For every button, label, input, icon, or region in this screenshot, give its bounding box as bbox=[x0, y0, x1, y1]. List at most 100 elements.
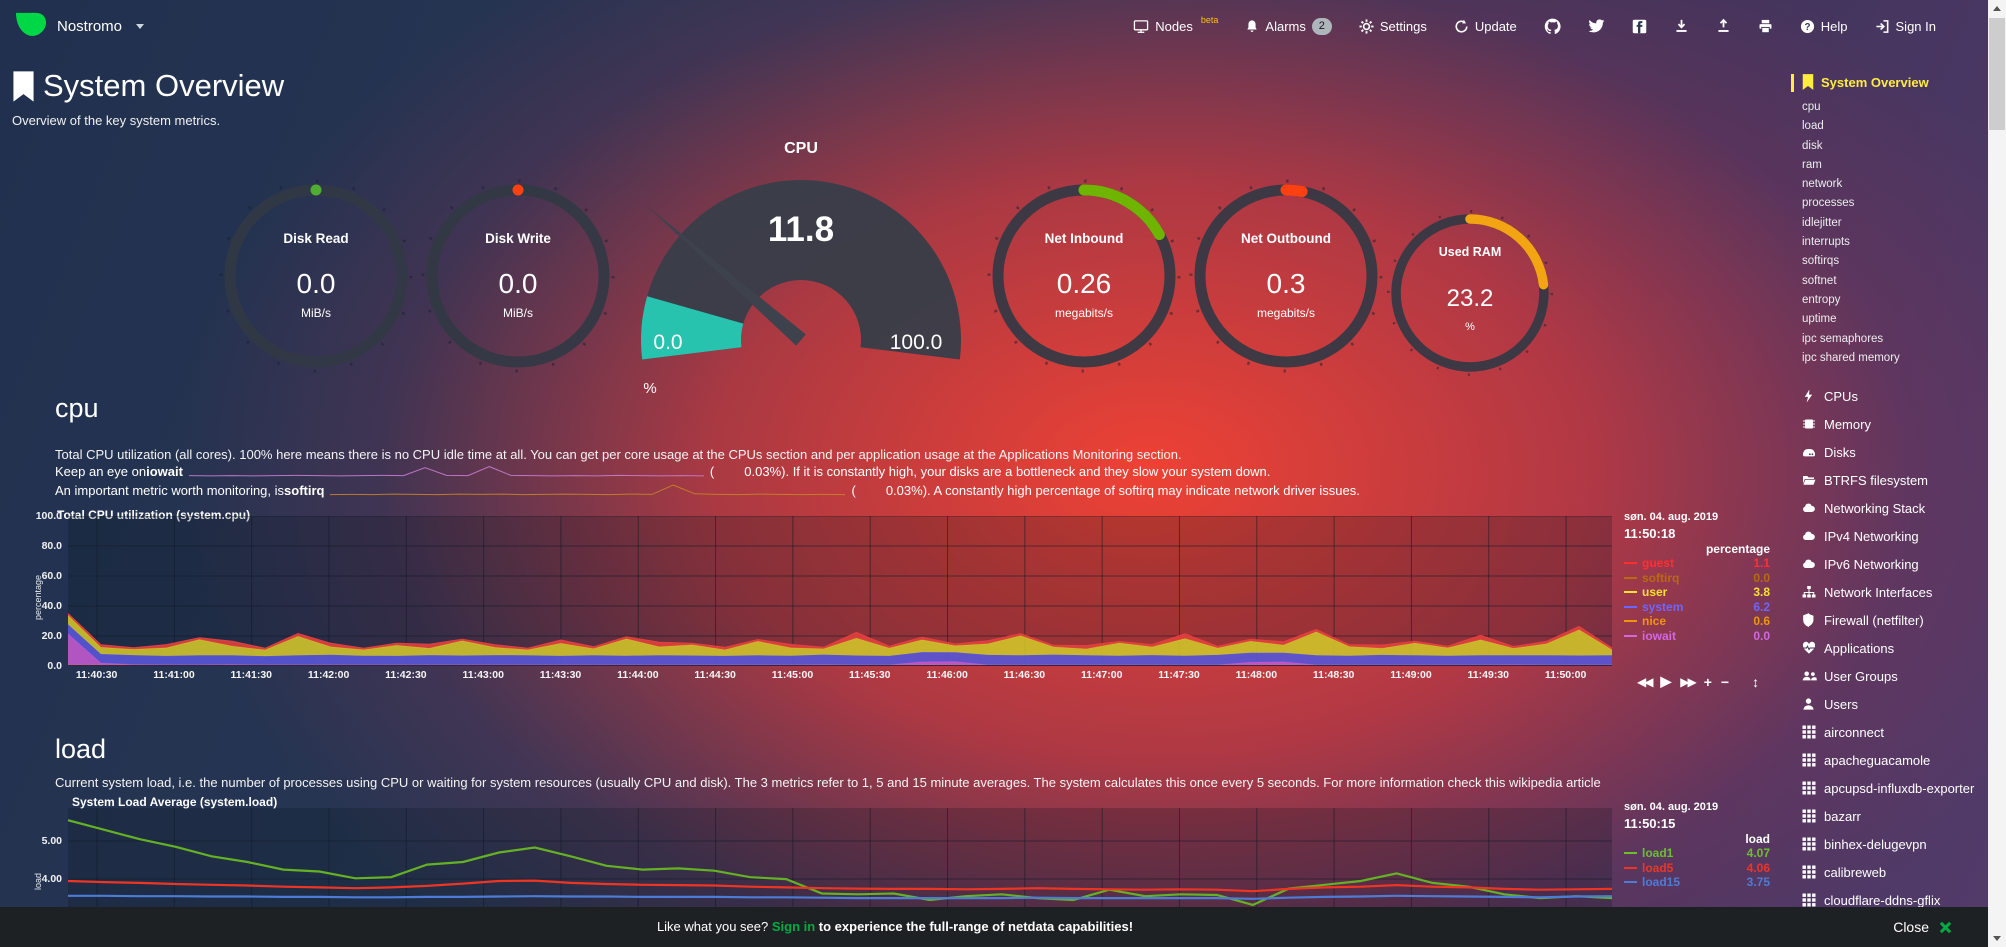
sidebar-section-item[interactable]: Network Interfaces bbox=[1802, 579, 1988, 607]
legend-item[interactable]: load15 3.75 bbox=[1620, 875, 1770, 890]
legend-item[interactable]: guest 1.1 bbox=[1620, 556, 1770, 571]
used-ram-gauge[interactable]: Used RAM 23.2 % bbox=[1384, 207, 1556, 379]
close-icon bbox=[1939, 921, 1952, 933]
close-banner-button[interactable]: Close bbox=[1893, 907, 1952, 947]
line-series-load15 bbox=[68, 894, 1612, 900]
sidebar-section-item[interactable]: cloudflare-ddns-gflix bbox=[1802, 887, 1988, 915]
alarms-count-badge: 2 bbox=[1311, 17, 1332, 35]
sidebar-section-item[interactable]: Memory bbox=[1802, 411, 1988, 439]
sidebar-subitem[interactable]: softnet bbox=[1802, 274, 1837, 287]
github-link[interactable] bbox=[1544, 18, 1561, 35]
x-tick-label: 11:43:30 bbox=[539, 669, 582, 681]
sidebar-subitem[interactable]: processes bbox=[1802, 197, 1855, 210]
sidebar-section-item[interactable]: IPv6 Networking bbox=[1802, 551, 1988, 579]
legend-item[interactable]: load5 4.06 bbox=[1620, 861, 1770, 876]
node-selector[interactable]: Nostromo bbox=[14, 11, 145, 41]
x-tick-label: 11:42:00 bbox=[307, 669, 350, 681]
sidebar-subitem[interactable]: ipc semaphores bbox=[1802, 332, 1884, 345]
pan-forward-button[interactable]: ▶▶ bbox=[1680, 674, 1697, 689]
twitter-icon bbox=[1588, 18, 1605, 32]
scroll-down-button[interactable] bbox=[1988, 930, 2006, 947]
play-button[interactable]: ▶ bbox=[1660, 673, 1672, 689]
sidebar-subitem[interactable]: entropy bbox=[1802, 293, 1841, 306]
nodes-button[interactable]: Nodes beta bbox=[1133, 15, 1218, 34]
legend-item[interactable]: system 6.2 bbox=[1620, 600, 1770, 615]
legend-item[interactable]: softirq 0.0 bbox=[1620, 571, 1770, 586]
grid-icon bbox=[1802, 865, 1824, 884]
sidebar-section-item[interactable]: apacheguacamole bbox=[1802, 747, 1988, 775]
zoom-in-button[interactable]: + bbox=[1703, 673, 1712, 690]
sidebar-section-item[interactable]: bazarr bbox=[1802, 803, 1988, 831]
legend-item[interactable]: user 3.8 bbox=[1620, 585, 1770, 600]
zoom-out-button[interactable]: − bbox=[1720, 673, 1730, 690]
sidebar-subitem[interactable]: cpu bbox=[1802, 101, 1821, 113]
scroll-up-button[interactable] bbox=[1988, 0, 2006, 17]
net-outbound-gauge[interactable]: Net Outbound 0.3 megabits/s bbox=[1186, 176, 1386, 376]
signin-link[interactable]: Sign in bbox=[771, 919, 816, 934]
net-inbound-gauge[interactable]: Net Inbound 0.26 megabits/s bbox=[984, 176, 1184, 376]
scrollbar-thumb[interactable] bbox=[1989, 18, 2005, 130]
sidebar-subitem[interactable]: disk bbox=[1802, 139, 1823, 152]
sidebar-subitem[interactable]: network bbox=[1802, 178, 1843, 191]
x-tick-label: 11:48:00 bbox=[1235, 669, 1278, 681]
import-snapshot-button[interactable] bbox=[1716, 18, 1731, 34]
sidebar-section-item[interactable]: IPv4 Networking bbox=[1802, 523, 1988, 551]
sidebar-subitem[interactable]: idlejitter bbox=[1802, 216, 1842, 229]
disk-read-ring bbox=[219, 179, 413, 373]
sidebar-section-item[interactable]: Users bbox=[1802, 691, 1988, 719]
help-button[interactable]: ? Help bbox=[1800, 19, 1848, 34]
pan-backward-button[interactable]: ◀◀ bbox=[1637, 674, 1654, 689]
iowait-percentage: 0.03% bbox=[744, 463, 782, 479]
x-tick-label: 11:49:30 bbox=[1467, 669, 1509, 681]
legend-item[interactable]: load1 4.07 bbox=[1620, 846, 1770, 861]
legend-item[interactable]: nice 0.6 bbox=[1620, 614, 1770, 629]
sidebar-section-item[interactable]: calibreweb bbox=[1802, 859, 1988, 887]
signin-message: Like what you see? Sign in to experience… bbox=[656, 919, 1134, 934]
cpu-chart: Total CPU utilization (system.cpu) perce… bbox=[0, 505, 1790, 705]
sidebar-section-item[interactable]: Disks bbox=[1802, 439, 1988, 467]
grid-icon bbox=[1802, 725, 1824, 744]
facebook-link[interactable] bbox=[1632, 19, 1647, 34]
hdd-icon bbox=[1802, 445, 1824, 464]
sidebar-section-item[interactable]: Firewall (netfilter) bbox=[1802, 607, 1988, 635]
gear-icon bbox=[1359, 18, 1374, 34]
print-button[interactable] bbox=[1758, 19, 1773, 34]
sidebar-subitem[interactable]: interrupts bbox=[1802, 236, 1850, 249]
signin-button[interactable]: Sign In bbox=[1875, 19, 1936, 34]
sidebar-item-system-overview[interactable]: System Overview bbox=[1791, 74, 1988, 92]
sidebar-section-item[interactable]: airconnect bbox=[1802, 719, 1988, 747]
disk-read-gauge[interactable]: Disk Read 0.0 MiB/s bbox=[216, 176, 416, 376]
alarms-button[interactable]: Alarms 2 bbox=[1245, 17, 1332, 35]
sidebar-subitem[interactable]: uptime bbox=[1802, 313, 1837, 326]
gauge-units: MiB/s bbox=[301, 306, 331, 320]
sidebar-subitem[interactable]: softirqs bbox=[1802, 255, 1840, 268]
sidebar-subitem[interactable]: load bbox=[1802, 120, 1824, 133]
sidebar-section-item[interactable]: Applications bbox=[1802, 635, 1988, 663]
resize-handle[interactable]: ↕ bbox=[1752, 673, 1760, 690]
cpu-utilization-plot[interactable] bbox=[68, 516, 1612, 666]
export-snapshot-button[interactable] bbox=[1674, 18, 1689, 34]
sidebar-section-item[interactable]: BTRFS filesystem bbox=[1802, 467, 1988, 495]
softirq-percentage: 0.03% bbox=[885, 482, 923, 498]
settings-button[interactable]: Settings bbox=[1359, 19, 1427, 34]
gauge-label: Disk Write bbox=[485, 231, 551, 246]
gauge-value: 0.26 bbox=[1056, 268, 1112, 299]
sidebar-section-item[interactable]: binhex-delugevpn bbox=[1802, 831, 1988, 859]
series-swatch bbox=[1624, 562, 1637, 564]
sidebar-subitem[interactable]: ipc shared memory bbox=[1802, 351, 1900, 364]
sidebar-section-item[interactable]: CPUs bbox=[1802, 383, 1988, 411]
sidebar-section-item[interactable]: apcupsd-influxdb-exporter bbox=[1802, 775, 1988, 803]
legend-date: søn. 04. aug. 2019 bbox=[1624, 511, 1719, 523]
disk-write-gauge[interactable]: Disk Write 0.0 MiB/s bbox=[418, 176, 618, 376]
sidebar-section-item[interactable]: User Groups bbox=[1802, 663, 1988, 691]
legend-item[interactable]: iowait 0.0 bbox=[1620, 629, 1770, 644]
update-button[interactable]: Update bbox=[1454, 19, 1517, 34]
x-tick-label: 11:50:00 bbox=[1544, 669, 1587, 681]
y-tick-label: 100.0 bbox=[35, 510, 62, 522]
cpu-section-heading: cpu bbox=[55, 393, 99, 423]
sidebar-section-item[interactable]: Networking Stack bbox=[1802, 495, 1988, 523]
sidebar-subitem[interactable]: ram bbox=[1802, 158, 1822, 171]
twitter-link[interactable] bbox=[1588, 18, 1605, 34]
x-tick-label: 11:48:30 bbox=[1312, 669, 1355, 681]
page-scrollbar[interactable] bbox=[1988, 0, 2006, 947]
